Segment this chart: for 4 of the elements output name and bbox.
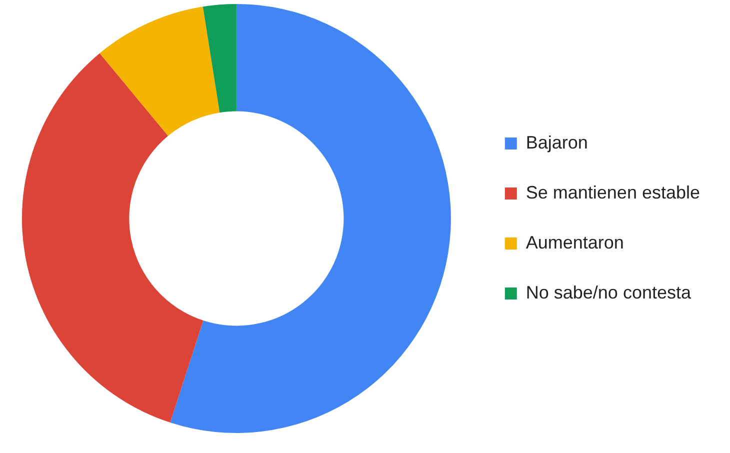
- legend-label: Aumentaron: [526, 232, 624, 252]
- legend-label: Se mantienen estable: [526, 182, 700, 202]
- legend-label: Bajaron: [526, 132, 588, 152]
- legend-label: No sabe/no contesta: [526, 282, 692, 302]
